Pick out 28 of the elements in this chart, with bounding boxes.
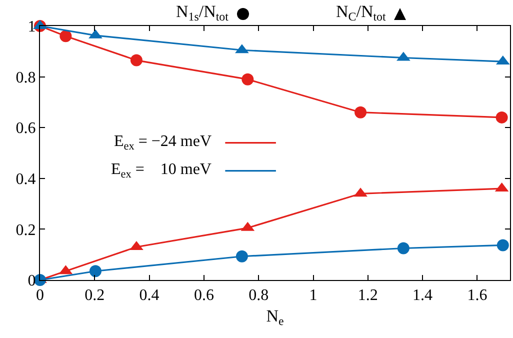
point — [496, 239, 509, 252]
text: N$_{C}$/N$_{tot}$ — [336, 2, 386, 24]
point — [130, 54, 142, 66]
x-tick-label: 1.2 — [358, 287, 378, 304]
y-tick-label: 0.6 — [16, 120, 36, 138]
x-tick-label: 1 — [309, 287, 318, 304]
x-tick-label: 0.2 — [84, 287, 105, 304]
text: N$_{1s}$/N$_{tot}$ — [176, 2, 230, 24]
point — [236, 250, 248, 262]
x-tick-label: 0.6 — [194, 287, 214, 304]
x-tick-label: 0.4 — [139, 287, 160, 304]
x-tick-label: 0.8 — [248, 287, 269, 304]
point — [242, 73, 254, 86]
legend-label: E$_{ex}$ = 10 meV — [111, 161, 212, 180]
point — [397, 242, 410, 254]
x-tick-label: 1.4 — [412, 287, 433, 304]
x-tick-label: 1.6 — [467, 287, 488, 304]
y-tick-label: 1 — [28, 18, 36, 36]
y-tick-label: 0.8 — [16, 69, 36, 86]
y-tick-label: 0.4 — [16, 171, 36, 188]
point — [354, 106, 367, 118]
point — [89, 265, 102, 278]
point — [496, 111, 508, 124]
y-tick-label: 0.2 — [16, 222, 36, 239]
y-tick-label: 0 — [28, 272, 36, 290]
legend-label: E$_{ex}$ = −24 meV — [114, 133, 212, 152]
x-axis-title: N$_{e}$ — [266, 306, 284, 328]
point — [60, 30, 72, 42]
